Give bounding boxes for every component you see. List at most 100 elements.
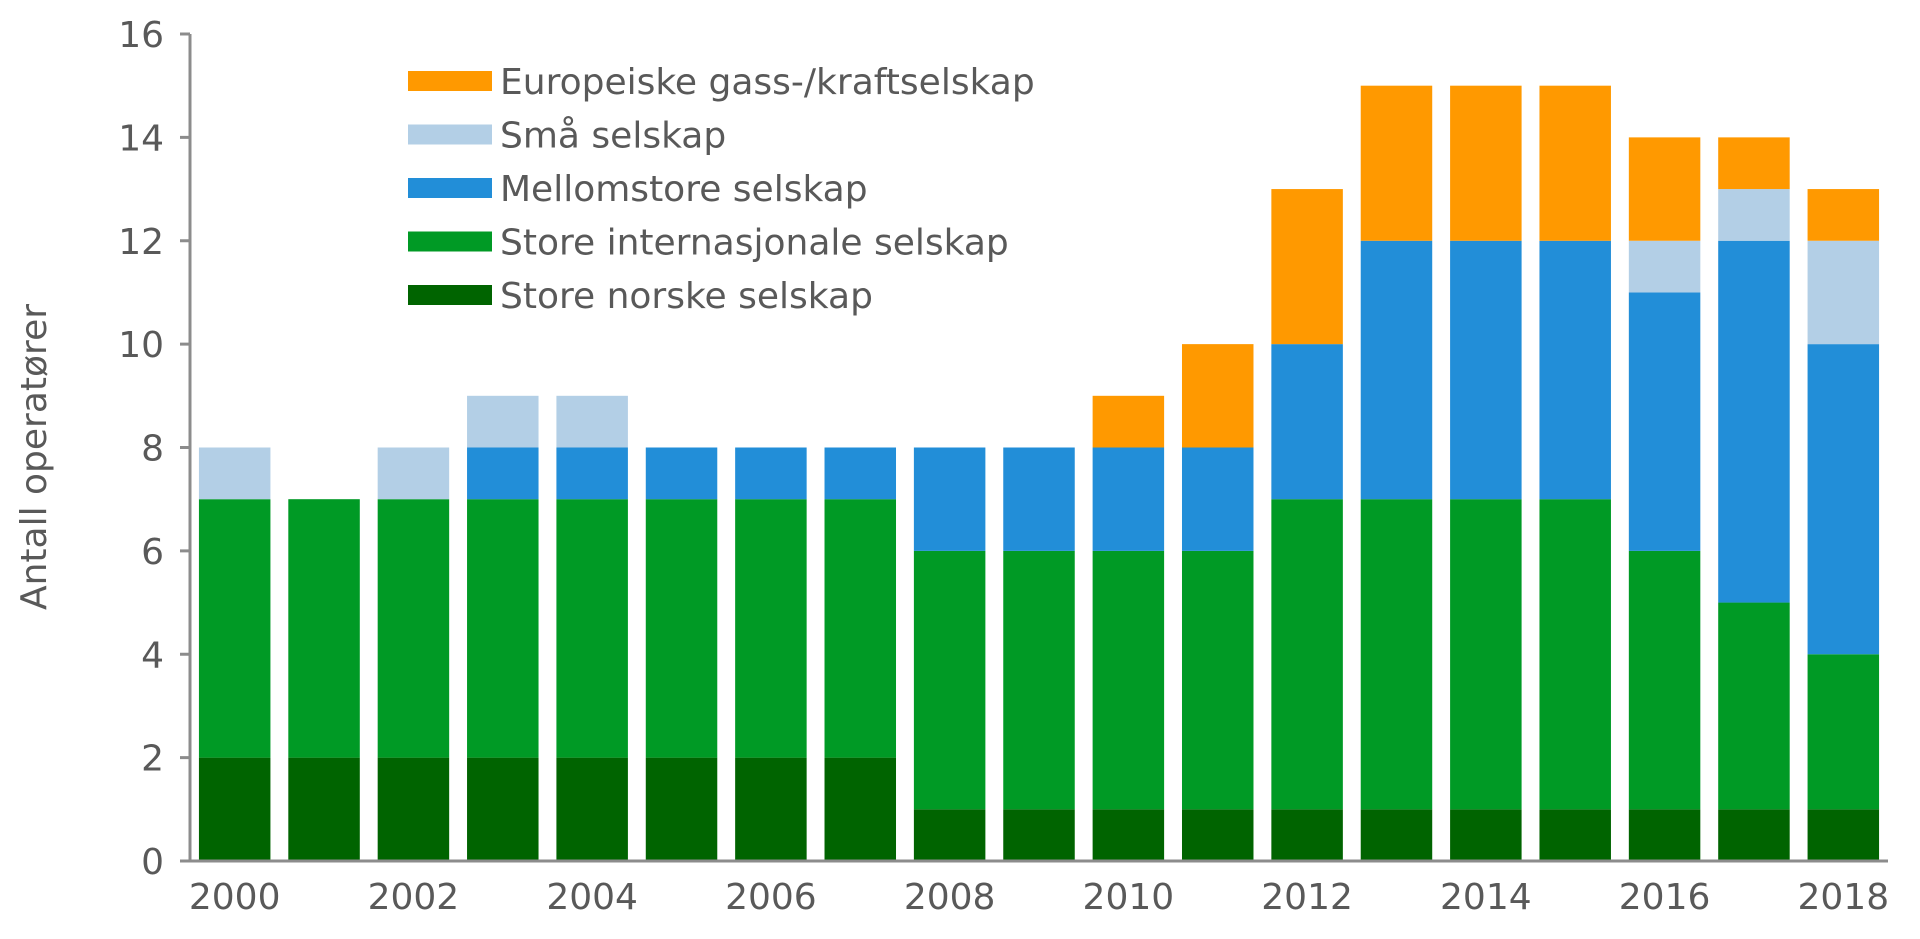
bar-2016-series-4 (1628, 137, 1701, 241)
bar-2009-series-0 (1003, 809, 1075, 861)
bar-2009-series-1 (1003, 550, 1075, 810)
legend-label: Små selskap (500, 116, 726, 157)
bar-2002-series-1 (377, 499, 450, 758)
y-tick-label: 8 (141, 429, 164, 470)
x-ticks: 2000 2002 2004 2006 2008 2010 2012 2014 2016 2018 (189, 877, 1889, 918)
x-tick-label: 2000 (189, 877, 281, 918)
bar-2013-series-4 (1360, 85, 1433, 241)
bar-2005-series-1 (645, 499, 718, 758)
bar-2015-series-0 (1539, 809, 1611, 861)
legend-label: Mellomstore selskap (500, 169, 868, 210)
bar-2006-series-1 (735, 499, 807, 758)
bar-2012-series-2 (1271, 344, 1343, 500)
bar-2013-series-1 (1360, 499, 1433, 810)
x-tick-label: 2002 (368, 877, 460, 918)
bar-2018-series-1 (1807, 654, 1880, 810)
bar-2007-series-1 (824, 499, 897, 758)
bar-2014-series-1 (1450, 499, 1522, 810)
bar-2010-series-1 (1092, 550, 1165, 810)
bar-2016-series-1 (1628, 550, 1701, 810)
y-axis-title: Antall operatører (14, 304, 55, 610)
x-tick-label: 2012 (1261, 877, 1353, 918)
bar-2014-series-4 (1450, 85, 1522, 241)
y-tick-label: 0 (141, 842, 164, 883)
bar-2018-series-0 (1807, 809, 1880, 861)
x-tick-label: 2014 (1440, 877, 1532, 918)
bar-2017-series-4 (1718, 137, 1790, 190)
bar-2012-series-1 (1271, 499, 1343, 810)
bar-2011-series-1 (1181, 550, 1254, 810)
y-tick-label: 6 (141, 532, 164, 573)
bar-2011-series-4 (1181, 344, 1254, 448)
y-axis-title-group: Antall operatører (14, 304, 55, 610)
bar-2018-series-4 (1807, 189, 1880, 241)
bar-2016-series-2 (1628, 292, 1701, 551)
bar-2007-series-0 (824, 757, 897, 861)
bar-2004-series-3 (556, 395, 628, 448)
bar-2006-series-2 (735, 447, 807, 500)
bar-2006-series-0 (735, 757, 807, 861)
bar-2008-series-2 (913, 447, 986, 551)
legend-label: Store norske selskap (500, 276, 873, 317)
bar-2004-series-2 (556, 447, 628, 500)
bar-2008-series-0 (913, 809, 986, 861)
y-tick-label: 4 (141, 635, 164, 676)
bar-2011-series-0 (1181, 809, 1254, 861)
bar-2000-series-3 (198, 447, 271, 500)
legend-label: Store internasjonale selskap (500, 223, 1009, 264)
y-ticks: 0 2 4 6 8 10 12 14 16 (118, 15, 190, 883)
x-tick-label: 2018 (1798, 877, 1890, 918)
bar-2002-series-0 (377, 757, 450, 861)
bar-2017-series-3 (1718, 189, 1790, 241)
bar-2004-series-1 (556, 499, 628, 758)
bar-2010-series-2 (1092, 447, 1165, 551)
bar-2012-series-4 (1271, 189, 1343, 345)
bar-2005-series-0 (645, 757, 718, 861)
bar-2001-series-0 (288, 757, 360, 861)
bar-2017-series-1 (1718, 602, 1790, 810)
bar-2008-series-1 (913, 550, 986, 810)
bar-2005-series-2 (645, 447, 718, 500)
bar-2016-series-0 (1628, 809, 1701, 861)
bar-2014-series-2 (1450, 240, 1522, 500)
bar-2003-series-1 (467, 499, 539, 758)
bar-2001-series-1 (288, 499, 360, 758)
x-tick-label: 2016 (1619, 877, 1711, 918)
y-tick-label: 10 (118, 325, 164, 366)
y-tick-label: 2 (141, 739, 164, 780)
bar-2017-series-2 (1718, 240, 1790, 603)
y-tick-label: 12 (118, 222, 164, 263)
bar-2003-series-3 (467, 395, 539, 448)
bar-2002-series-3 (377, 447, 450, 500)
bar-2003-series-0 (467, 757, 539, 861)
bar-2018-series-3 (1807, 240, 1880, 345)
legend-swatch (408, 71, 492, 91)
bar-2011-series-2 (1181, 447, 1254, 551)
y-tick-label: 16 (118, 15, 164, 56)
bar-2012-series-0 (1271, 809, 1343, 861)
x-tick-label: 2010 (1083, 877, 1175, 918)
bar-2010-series-0 (1092, 809, 1165, 861)
bar-2014-series-0 (1450, 809, 1522, 861)
bar-2000-series-0 (198, 757, 271, 861)
x-tick-label: 2008 (904, 877, 996, 918)
legend-swatch (408, 285, 492, 305)
bar-2015-series-2 (1539, 240, 1611, 500)
legend: Europeiske gass-/kraftselskap Små selskap… (408, 62, 1035, 317)
bar-2015-series-1 (1539, 499, 1611, 810)
bar-2017-series-0 (1718, 809, 1790, 861)
legend-label: Europeiske gass-/kraftselskap (500, 62, 1035, 103)
bar-2013-series-2 (1360, 240, 1433, 500)
x-tick-label: 2006 (725, 877, 817, 918)
bar-2000-series-1 (198, 499, 271, 758)
x-tick-label: 2004 (546, 877, 638, 918)
legend-swatch (408, 124, 492, 145)
bar-2009-series-2 (1003, 447, 1075, 551)
bars (198, 85, 1880, 861)
bar-2010-series-4 (1092, 395, 1165, 448)
bar-2018-series-2 (1807, 344, 1880, 655)
legend-swatch (408, 231, 492, 252)
y-tick-label: 14 (118, 118, 164, 159)
bar-2007-series-2 (824, 447, 897, 500)
